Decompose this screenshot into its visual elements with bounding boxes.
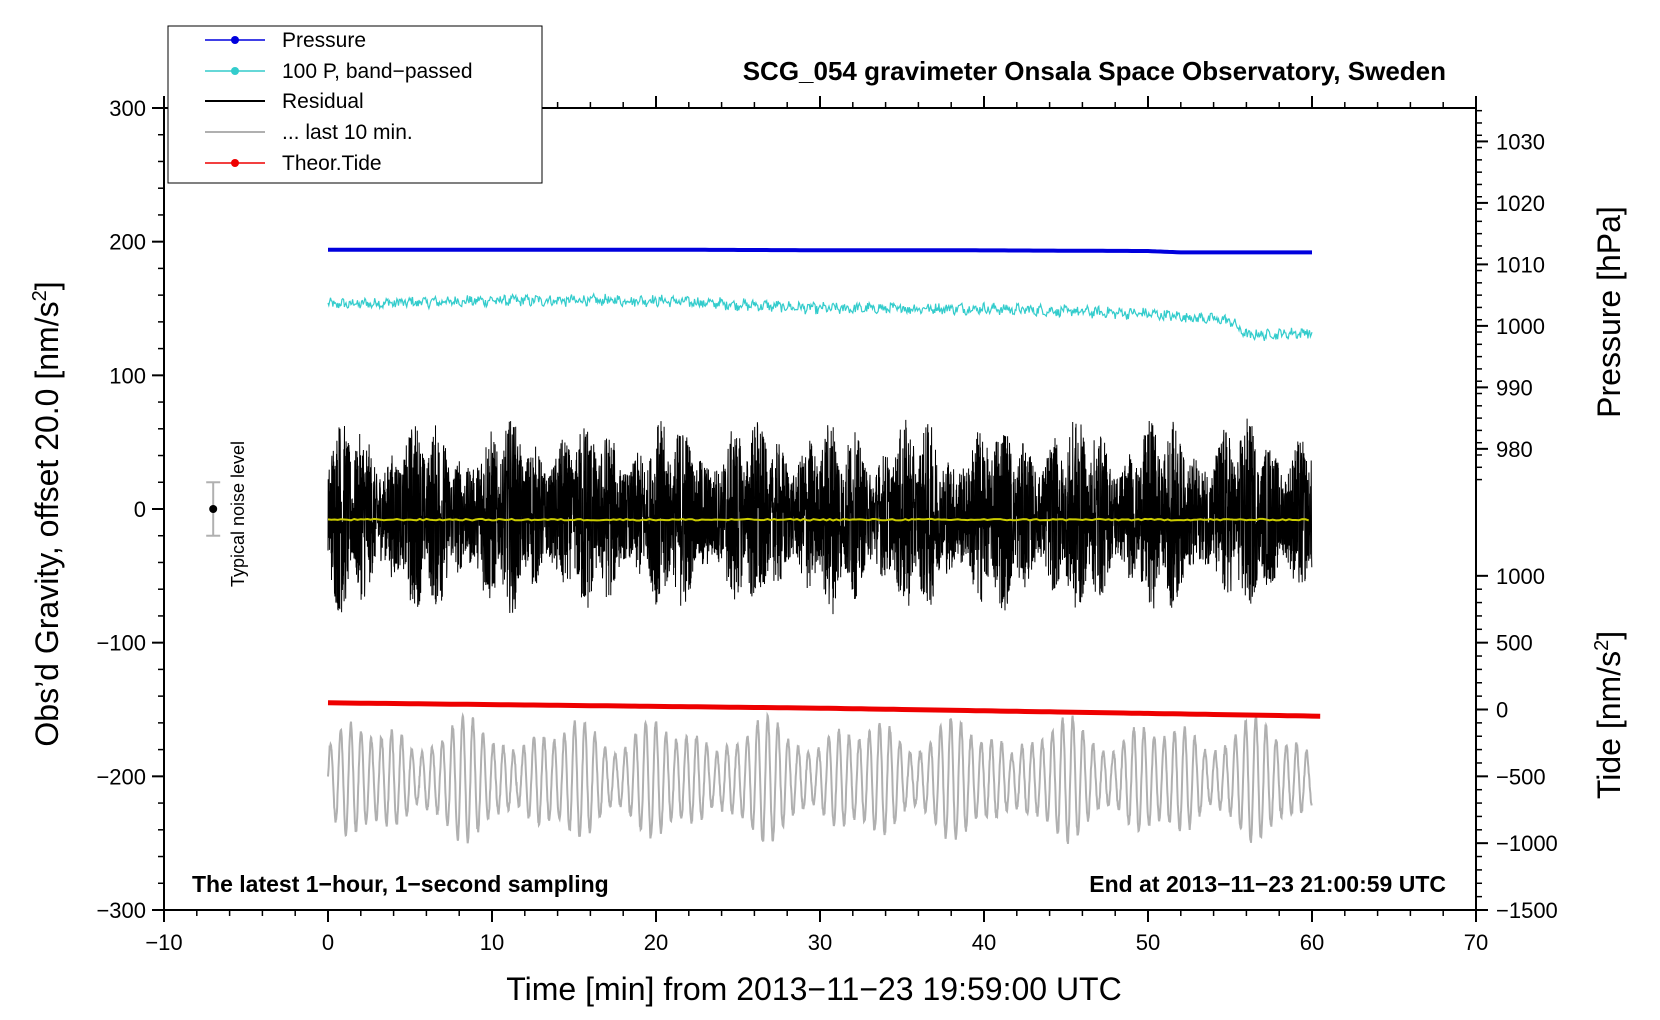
legend-band-passed-marker [231, 67, 239, 75]
annotation-latest-hour: The latest 1−hour, 1−second sampling [192, 871, 609, 897]
tide-tick-label: 1000 [1496, 564, 1545, 589]
legend: Pressure 100 P, band−passed Residual ...… [167, 25, 543, 184]
pressure-tick-label: 990 [1496, 375, 1533, 400]
legend-box [167, 25, 543, 184]
x-axis-ticks: −10 0 10 20 30 40 50 60 70 [145, 96, 1488, 955]
legend-tide-label: Theor.Tide [282, 152, 382, 175]
y-tick-label: 200 [109, 230, 146, 255]
y-axis-pressure-ticks: 1030 1020 1010 1000 990 980 [1476, 109, 1545, 481]
legend-pressure-label: Pressure [282, 29, 366, 52]
legend-pressure-marker [231, 36, 239, 44]
noise-bar-dot [209, 505, 218, 513]
x-tick-label: 50 [1136, 930, 1160, 955]
x-tick-label: 10 [480, 930, 504, 955]
pressure-tick-label: 980 [1496, 437, 1533, 462]
x-tick-label: 70 [1464, 930, 1488, 955]
series-residual [327, 418, 1313, 615]
x-axis-label: Time [min] from 2013−11−23 19:59:00 UTC [506, 971, 1121, 1007]
y-axis-left-ticks: 300 200 100 0 −100 −200 −300 [96, 96, 164, 923]
y-axis-tide-label-sup: 2 [1591, 640, 1613, 651]
legend-residual-label: Residual [282, 90, 364, 113]
y-tick-label: 100 [109, 363, 146, 388]
series-last-10-min [327, 711, 1313, 844]
y-axis-left-label-main: Obs’d Gravity, offset 20.0 [nm/s [29, 301, 65, 746]
y-tick-label: 0 [134, 497, 146, 522]
tide-tick-label: −1500 [1496, 898, 1558, 923]
y-axis-tide-label: Tide [nm/s2] [1591, 631, 1627, 799]
y-axis-left-label: Obs’d Gravity, offset 20.0 [nm/s2] [29, 281, 65, 746]
x-tick-label: −10 [145, 930, 182, 955]
noise-level-label: Typical noise level [228, 441, 248, 587]
y-tick-label: −200 [96, 764, 146, 789]
pressure-tick-label: 1010 [1496, 252, 1545, 277]
y-axis-pressure-label: Pressure [hPa] [1591, 206, 1627, 418]
series-pressure [328, 247, 1312, 255]
x-tick-label: 60 [1300, 930, 1324, 955]
y-tick-label: −100 [96, 631, 146, 656]
pressure-tick-label: 1030 [1496, 129, 1545, 154]
y-axis-left-label-end: ] [29, 281, 65, 290]
tide-tick-label: −500 [1496, 764, 1546, 789]
y-tick-label: 300 [109, 96, 146, 121]
pressure-tick-label: 1000 [1496, 314, 1545, 339]
y-tick-label: −300 [96, 898, 146, 923]
legend-band-passed-label: 100 P, band−passed [282, 60, 473, 83]
series-mean [327, 517, 1310, 522]
y-axis-tide-label-end: ] [1591, 631, 1627, 640]
legend-last-10-label: ... last 10 min. [282, 121, 413, 144]
legend-tide-marker [231, 159, 239, 167]
y-axis-left-label-sup: 2 [29, 290, 51, 301]
tide-tick-label: 500 [1496, 631, 1533, 656]
noise-level-bar [206, 481, 221, 537]
x-tick-label: 0 [322, 930, 334, 955]
y-axis-tide-label-main: Tide [nm/s [1591, 651, 1627, 799]
pressure-tick-label: 1020 [1496, 191, 1545, 216]
chart-title: SCG_054 gravimeter Onsala Space Observat… [743, 56, 1446, 86]
tide-tick-label: 0 [1496, 698, 1508, 723]
x-tick-label: 40 [972, 930, 996, 955]
x-tick-label: 30 [808, 930, 832, 955]
x-tick-label: 20 [644, 930, 668, 955]
y-axis-tide-ticks: 1000 500 0 −500 −1000 −1500 [1476, 564, 1558, 923]
series-100p-band-passed [327, 292, 1313, 342]
annotation-end-time: End at 2013−11−23 21:00:59 UTC [1089, 871, 1446, 897]
tide-tick-label: −1000 [1496, 831, 1558, 856]
series-theor-tide [327, 700, 1321, 719]
